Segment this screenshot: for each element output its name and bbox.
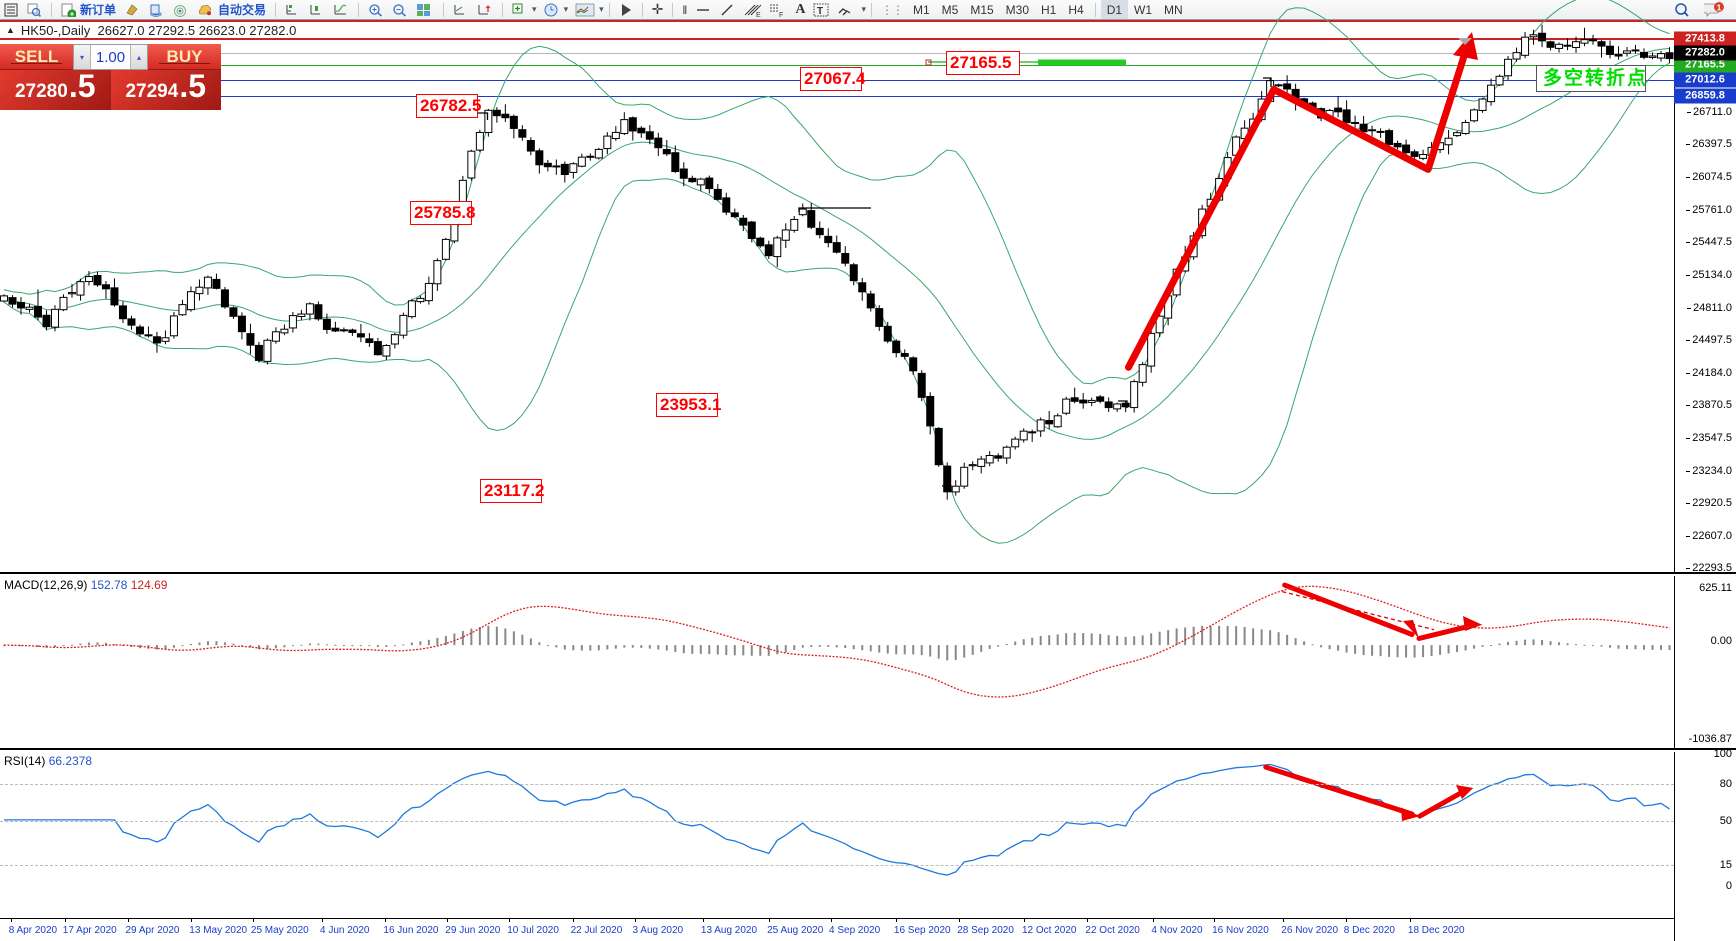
svg-text:1: 1 bbox=[1717, 2, 1722, 12]
svg-text:F: F bbox=[779, 12, 783, 17]
svg-text:E: E bbox=[756, 12, 761, 17]
svg-text:T: T bbox=[817, 6, 823, 17]
